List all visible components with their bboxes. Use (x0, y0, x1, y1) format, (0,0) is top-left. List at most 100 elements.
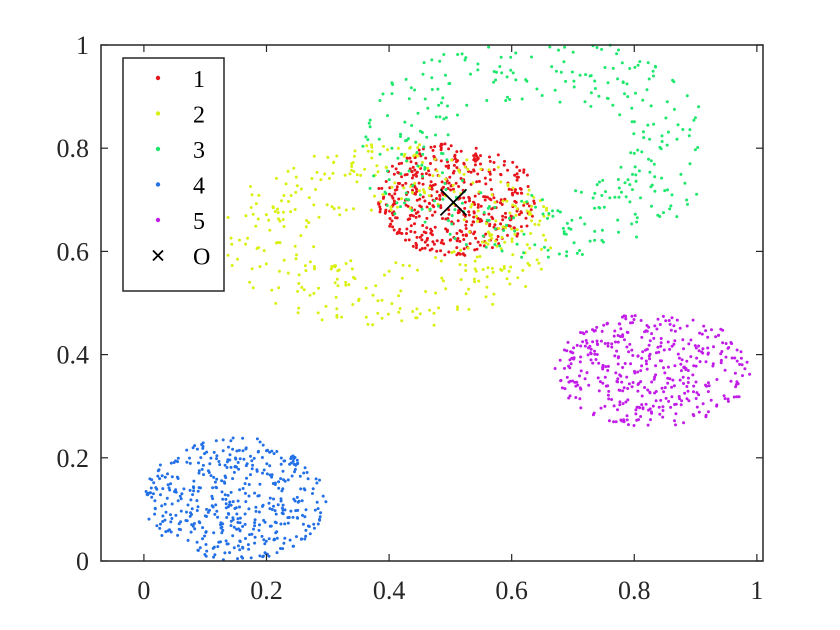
point (166, 483, 170, 487)
point (598, 380, 602, 384)
y-tick-label: 0.4 (57, 341, 90, 370)
point (704, 329, 708, 333)
point (679, 362, 683, 366)
point (215, 509, 219, 513)
point (647, 325, 651, 329)
point (741, 374, 744, 378)
point (556, 209, 560, 213)
point (685, 198, 689, 202)
point (413, 88, 417, 92)
point (518, 169, 522, 173)
point (601, 381, 605, 385)
point (720, 350, 724, 353)
point (572, 356, 576, 360)
point (492, 70, 496, 73)
point (584, 339, 588, 342)
point (525, 224, 529, 228)
point (444, 73, 447, 77)
point (597, 389, 601, 393)
point (201, 463, 205, 467)
point (448, 175, 452, 179)
point (572, 241, 576, 245)
point (633, 369, 636, 373)
point (628, 342, 632, 346)
point (286, 478, 290, 482)
point (546, 248, 550, 252)
point (258, 265, 262, 269)
point (398, 227, 402, 231)
point (470, 202, 474, 206)
point (652, 74, 655, 78)
point (469, 72, 472, 76)
point (205, 450, 209, 454)
point (650, 204, 653, 208)
point (387, 192, 391, 196)
point (298, 474, 302, 478)
point (422, 145, 426, 149)
point (691, 318, 695, 322)
point (593, 87, 597, 90)
centroid-layer (439, 188, 468, 217)
point (283, 508, 287, 512)
point (213, 480, 217, 484)
point (425, 216, 429, 220)
point (554, 69, 558, 73)
point (521, 268, 525, 272)
point (614, 340, 617, 344)
point (424, 290, 428, 293)
point (462, 196, 466, 200)
point (508, 211, 512, 215)
point (540, 94, 544, 97)
point (662, 348, 666, 352)
point (665, 143, 669, 147)
point (504, 211, 507, 215)
point (216, 515, 220, 519)
point (571, 50, 575, 54)
point (467, 287, 471, 291)
point (430, 58, 434, 62)
point (248, 533, 252, 537)
point (256, 217, 260, 221)
point (595, 325, 599, 329)
point (206, 510, 210, 514)
point (415, 198, 419, 202)
point (180, 492, 184, 496)
point (191, 446, 195, 450)
point (205, 507, 209, 511)
point (739, 356, 743, 360)
point (670, 193, 674, 197)
point (723, 368, 727, 372)
point (683, 391, 687, 395)
series-2 (226, 143, 553, 327)
point (455, 150, 459, 154)
point (404, 191, 408, 195)
point (463, 206, 467, 210)
point (714, 335, 718, 339)
point (441, 152, 445, 156)
point (235, 449, 239, 453)
point (619, 335, 622, 338)
point (547, 212, 551, 215)
point (275, 450, 279, 453)
point (385, 204, 389, 207)
point (682, 347, 685, 351)
point (665, 100, 669, 104)
point (748, 372, 752, 376)
point (494, 219, 498, 223)
point (253, 518, 257, 522)
point (509, 265, 513, 269)
point (415, 190, 419, 194)
point (195, 509, 199, 512)
point (467, 213, 471, 217)
legend-label: 3 (193, 138, 205, 164)
point (662, 211, 665, 215)
point (434, 133, 437, 137)
point (468, 242, 472, 246)
point (378, 207, 382, 211)
point (244, 537, 247, 540)
point (293, 470, 296, 474)
point (272, 452, 276, 456)
point (260, 456, 264, 459)
point (693, 344, 697, 348)
